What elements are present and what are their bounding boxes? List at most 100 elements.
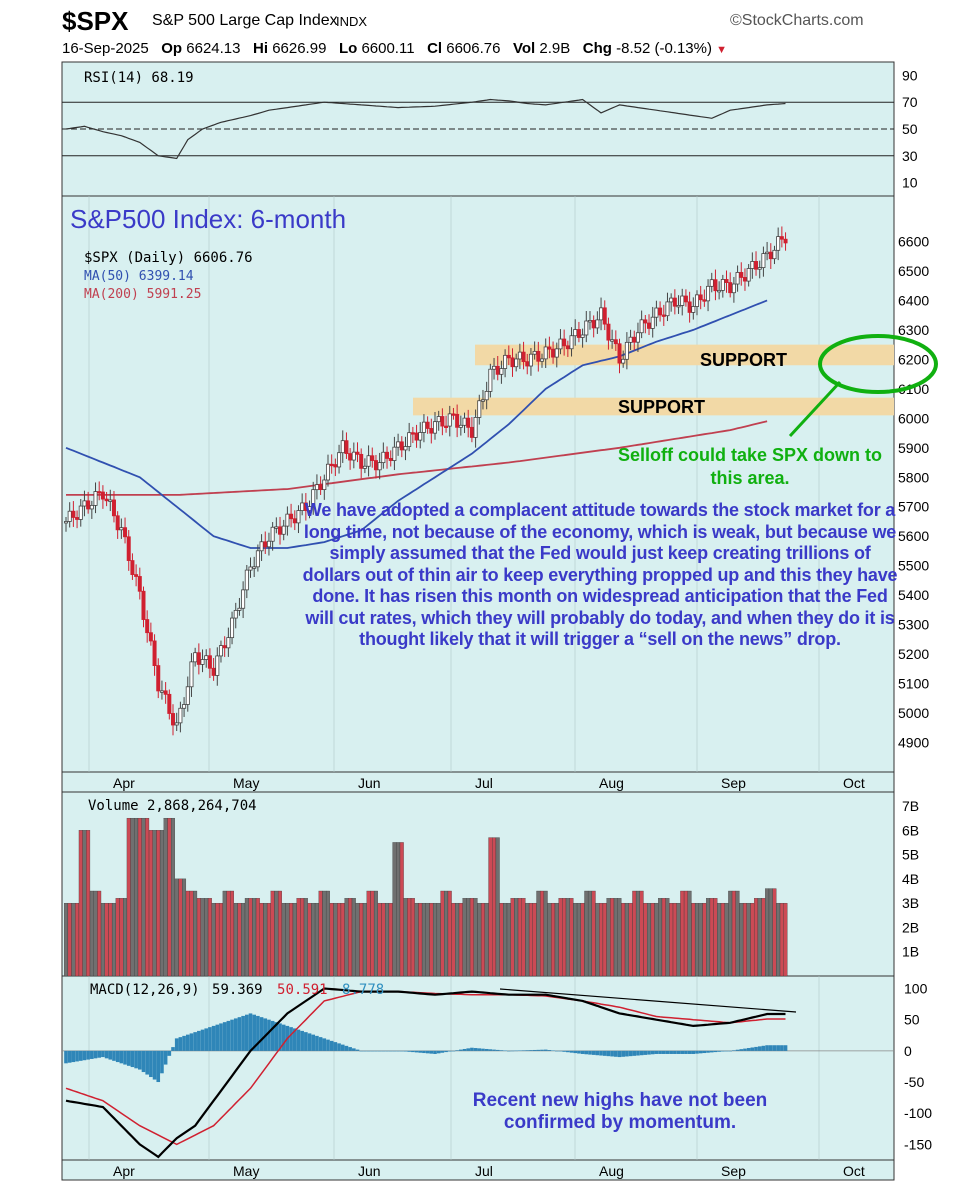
price-candle xyxy=(189,653,194,697)
macd-histogram-bar xyxy=(470,1047,474,1051)
volume-bar xyxy=(108,902,113,977)
price-candle xyxy=(318,476,323,495)
price-candle xyxy=(503,349,508,378)
candle-body xyxy=(606,323,611,341)
candle-body xyxy=(436,416,441,423)
volume-bar xyxy=(709,898,714,977)
price-candle xyxy=(757,260,762,279)
candle-body xyxy=(218,645,223,657)
price-xlabel: Sep xyxy=(721,775,746,791)
macd-histogram-bar xyxy=(518,1050,522,1051)
volume-bar xyxy=(514,898,519,977)
candle-body xyxy=(281,525,286,535)
open-value: 6624.13 xyxy=(186,40,241,57)
macd-histogram-bar xyxy=(577,1050,581,1054)
volume-bar xyxy=(484,902,489,977)
candle-body xyxy=(182,704,187,709)
macd-histogram-bar xyxy=(584,1050,589,1055)
macd-histogram-bar xyxy=(484,1048,489,1051)
price-candle xyxy=(377,452,382,480)
macd-histogram-bar xyxy=(75,1050,79,1062)
price-candle xyxy=(639,310,644,339)
macd-histogram-bar xyxy=(256,1015,260,1051)
price-candle xyxy=(86,491,91,514)
volume-bar xyxy=(374,890,378,977)
rsi-tick: 90 xyxy=(902,67,918,83)
candle-body xyxy=(104,498,109,502)
macd-histogram-bar xyxy=(429,1050,434,1054)
candle-body xyxy=(359,453,364,469)
price-candle xyxy=(215,647,220,686)
volume-bar xyxy=(167,817,172,977)
volume-bar xyxy=(528,902,533,977)
macd-histogram-bar xyxy=(352,1048,356,1051)
candle-body xyxy=(252,566,257,569)
macd-histogram-bar xyxy=(680,1050,685,1054)
macd-histogram-bar xyxy=(481,1048,485,1051)
candle-body xyxy=(672,297,677,307)
volume-bar xyxy=(89,890,94,977)
volume-bar xyxy=(64,902,68,977)
macd-histogram-bar xyxy=(281,1024,286,1051)
candle-body xyxy=(451,413,456,416)
volume-bar xyxy=(259,902,264,977)
candle-body xyxy=(643,319,648,324)
price-candle xyxy=(300,493,305,516)
candle-body xyxy=(204,655,209,660)
volume-bar xyxy=(126,817,131,977)
volume-tick: 5B xyxy=(902,847,919,863)
volume-bar xyxy=(540,890,544,977)
macd-histogram-bar xyxy=(595,1050,600,1056)
macd-xlabel: Apr xyxy=(113,1163,135,1179)
candle-body xyxy=(407,432,412,447)
volume-bar xyxy=(233,902,238,977)
candle-body xyxy=(447,413,452,427)
macd-histogram-bar xyxy=(149,1050,153,1078)
macd-histogram-bar xyxy=(746,1048,751,1051)
candle-body xyxy=(647,322,652,329)
candle-body xyxy=(300,502,305,511)
macd-histogram-bar xyxy=(628,1050,633,1057)
rsi-tick: 70 xyxy=(902,94,918,110)
price-candle xyxy=(148,622,153,646)
macd-histogram-bar xyxy=(97,1050,102,1058)
price-candle xyxy=(385,446,390,469)
price-candle xyxy=(444,415,449,433)
macd-histogram-bar xyxy=(543,1049,548,1051)
price-tick: 6500 xyxy=(898,263,929,279)
macd-histogram-bar xyxy=(145,1050,149,1075)
volume-bar xyxy=(521,898,526,977)
macd-histogram-bar xyxy=(197,1030,201,1051)
candle-body xyxy=(521,351,526,363)
price-candle xyxy=(322,474,327,500)
price-candle xyxy=(373,454,378,479)
volume-bar xyxy=(680,890,685,977)
price-candle xyxy=(134,564,139,587)
candle-body xyxy=(189,661,194,688)
macd-histogram-bar xyxy=(665,1050,670,1054)
price-candle xyxy=(706,279,711,312)
candle-body xyxy=(377,462,382,471)
candle-body xyxy=(163,690,168,695)
macd-histogram-bar xyxy=(289,1027,293,1051)
price-candle xyxy=(455,404,460,438)
volume-bar xyxy=(606,898,611,977)
candle-body xyxy=(687,301,692,313)
macd-histogram-bar xyxy=(274,1022,279,1051)
macd-histogram-bar xyxy=(525,1050,530,1051)
candle-body xyxy=(270,526,275,542)
price-candle xyxy=(698,285,703,310)
candle-body xyxy=(137,576,142,592)
price-candle xyxy=(278,516,283,545)
support-label-lower: SUPPORT xyxy=(618,397,705,417)
volume-bar xyxy=(654,902,659,977)
macd-histogram-bar xyxy=(374,1050,378,1052)
candle-body xyxy=(78,505,83,520)
price-candle xyxy=(750,252,755,279)
macd-histogram-bar xyxy=(540,1049,544,1051)
macd-histogram-bar xyxy=(237,1017,242,1051)
candle-body xyxy=(495,365,500,375)
volume-bar xyxy=(503,902,508,977)
candle-body xyxy=(303,502,308,511)
candle-body xyxy=(783,238,788,244)
